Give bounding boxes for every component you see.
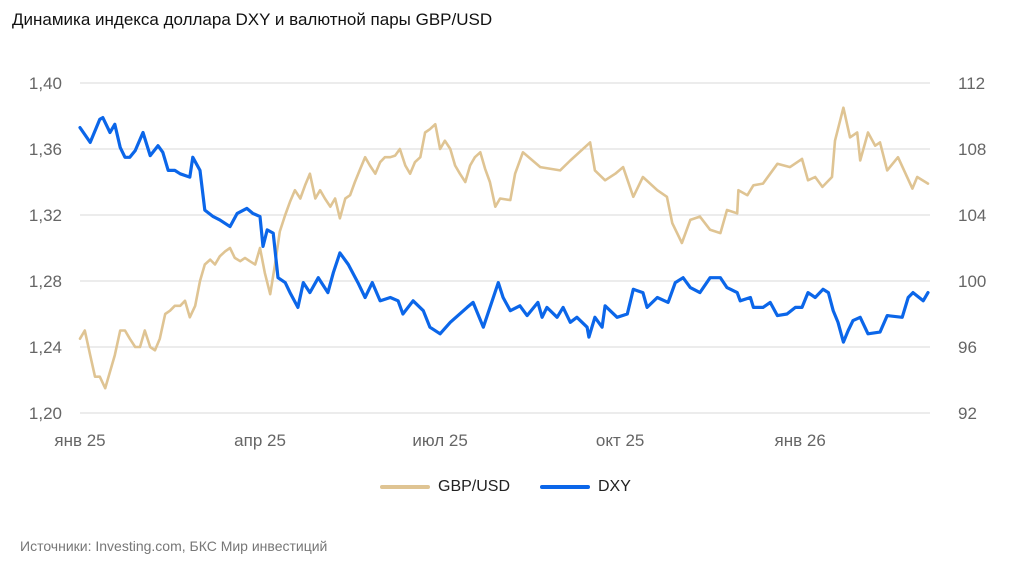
legend-item-gbpusd: GBP/USD (380, 478, 510, 496)
y-left-tick-label: 1,40 (29, 74, 62, 93)
y-left-tick-label: 1,28 (29, 272, 62, 291)
legend-label-gbpusd: GBP/USD (438, 478, 511, 495)
legend-swatch-gbpusd (380, 485, 430, 489)
line-chart: 1,20 1,24 1,28 1,32 1,36 1,40 92 96 100 104 108 112… (29, 74, 986, 450)
source-note: Источники: Investing.com, БКС Мир инвест… (20, 538, 328, 554)
y-right-tick-label: 108 (958, 140, 986, 159)
y-right-tick-label: 100 (958, 272, 986, 291)
x-tick-label: янв 25 (54, 431, 105, 450)
y-right-tick-label: 112 (958, 74, 985, 93)
series-line-dxy (78, 116, 930, 344)
y-right-tick-label: 92 (958, 404, 977, 423)
y-left-tick-label: 1,32 (29, 206, 62, 225)
legend-label-dxy: DXY (598, 478, 631, 495)
chart-title: Динамика индекса доллара DXY и валютной … (12, 10, 493, 29)
x-tick-label: июл 25 (412, 431, 467, 450)
series-line-gbpusd (78, 106, 930, 390)
x-tick-label: окт 25 (596, 431, 645, 450)
x-tick-label: апр 25 (234, 431, 286, 450)
y-right-tick-label: 104 (958, 206, 986, 225)
y-left-tick-label: 1,36 (29, 140, 62, 159)
x-tick-label: янв 26 (775, 431, 826, 450)
legend-swatch-dxy (540, 485, 590, 489)
legend-item-dxy: DXY (540, 478, 631, 496)
y-left-tick-label: 1,20 (29, 404, 62, 423)
y-left-tick-label: 1,24 (29, 338, 62, 357)
y-right-tick-label: 96 (958, 338, 977, 357)
